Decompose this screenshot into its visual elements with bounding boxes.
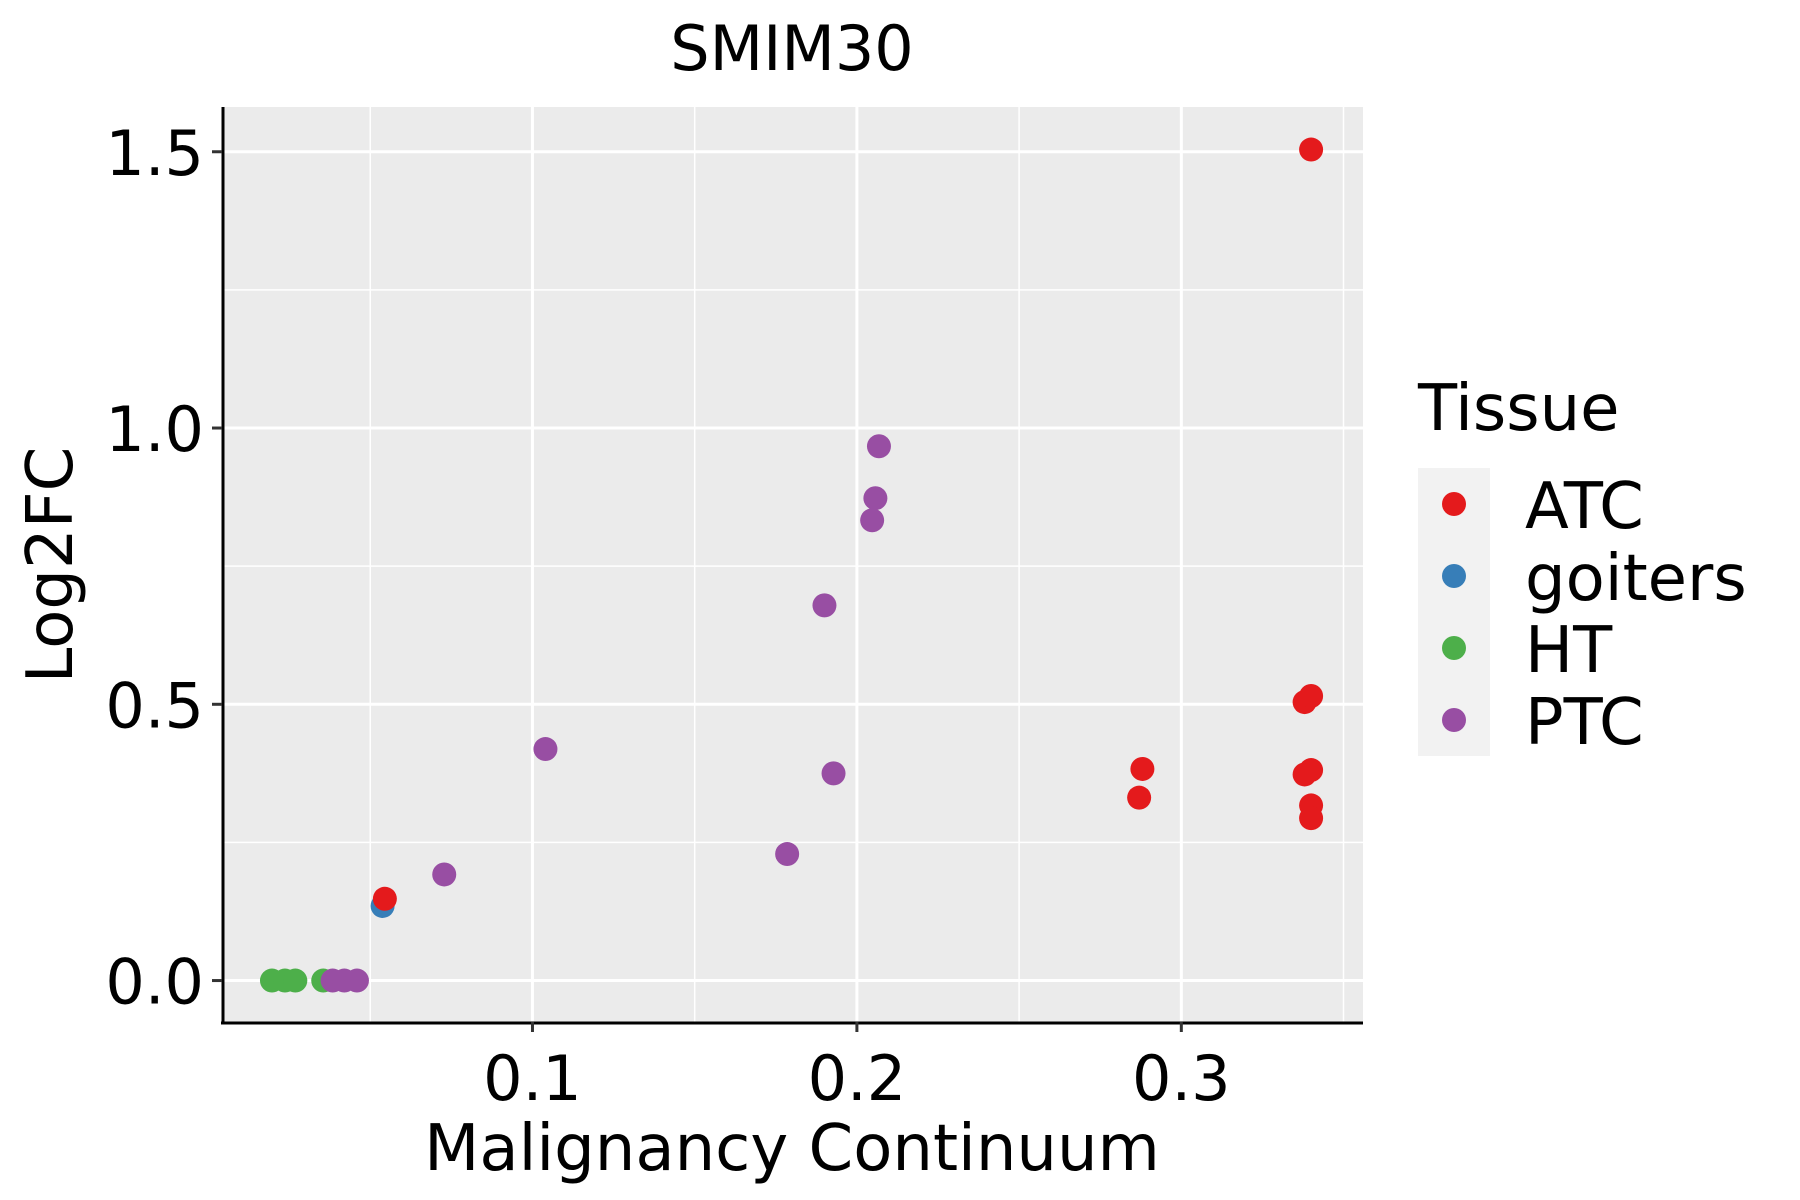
y-tick-label: 0.0 [105, 946, 204, 1019]
axis-ticks: 0.1 0.2 0.3 0.0 0.5 1.0 1.5 [105, 117, 1230, 1115]
data-point-ptc [775, 842, 800, 867]
data-point-ht [283, 968, 308, 993]
legend-label-atc: ATC [1525, 470, 1644, 544]
data-point-atc [1299, 806, 1324, 831]
data-point-atc [1299, 758, 1324, 783]
data-point-ptc [432, 862, 457, 887]
y-tick-label: 1.0 [105, 393, 204, 466]
legend-label-ht: HT [1525, 614, 1613, 688]
data-point-ptc [344, 968, 369, 993]
y-tick-label: 1.5 [105, 117, 204, 190]
data-point-atc [1127, 785, 1152, 810]
y-axis-title: Log2FC [14, 447, 88, 684]
data-point-atc [1130, 756, 1155, 781]
x-axis-title: Malignancy Continuum [424, 1112, 1160, 1186]
data-point-ptc [533, 737, 558, 762]
data-point-atc [1299, 137, 1324, 162]
legend-label-ptc: PTC [1525, 686, 1644, 760]
legend-key-ptc [1442, 708, 1466, 732]
data-points [259, 137, 1324, 993]
x-tick-label: 0.1 [483, 1042, 582, 1115]
x-tick-label: 0.3 [1132, 1042, 1231, 1115]
data-point-ptc [860, 508, 885, 533]
data-point-ptc [812, 593, 837, 618]
legend-key-atc [1442, 492, 1466, 516]
data-point-atc [1299, 684, 1324, 709]
data-point-ptc [821, 761, 846, 786]
legend-key-ht [1442, 636, 1466, 660]
legend-key-goiters [1442, 564, 1466, 588]
legend-title: Tissue [1417, 372, 1620, 446]
grid-lines [222, 107, 1363, 1022]
legend-label-goiters: goiters [1525, 542, 1747, 616]
plot-panel [222, 107, 1363, 1022]
data-point-atc [372, 886, 397, 911]
data-point-ptc [866, 434, 891, 459]
y-tick-label: 0.5 [105, 669, 204, 742]
x-tick-label: 0.2 [808, 1042, 907, 1115]
chart-title: SMIM30 [670, 12, 914, 85]
data-point-ptc [863, 486, 888, 511]
